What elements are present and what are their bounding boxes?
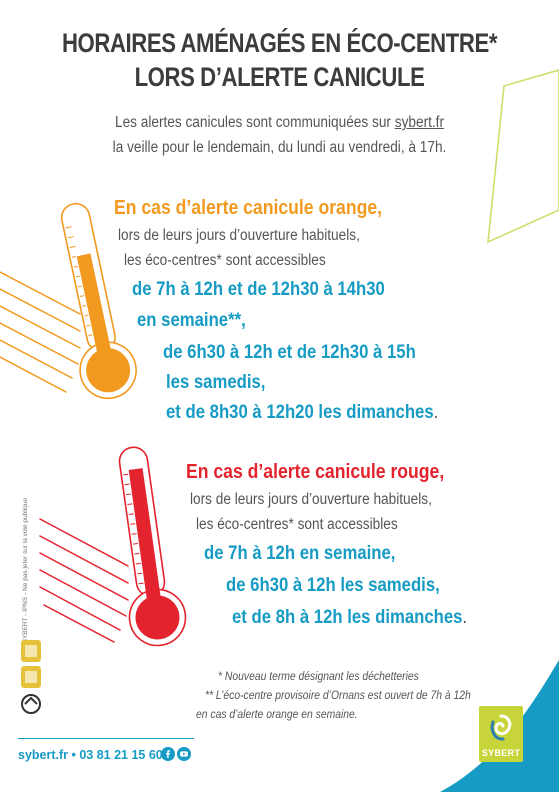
orange-alert-heading: En cas d’alerte canicule orange, <box>114 197 383 219</box>
triman-logo-icon <box>21 694 41 714</box>
sybert-logo-text: SYBERT <box>481 748 521 758</box>
red-hours-3: et de 8h à 12h les dimanches. <box>232 607 467 629</box>
orange-hours-2: en semaine**, <box>137 310 246 331</box>
red-hours-1: de 7h à 12h en semaine, <box>204 543 396 564</box>
orange-hours-5: et de 8h30 à 12h20 les dimanches. <box>166 402 438 424</box>
red-heat-lines <box>39 518 129 643</box>
red-hours-3-text: et de 8h à 12h les dimanches <box>232 607 463 628</box>
intro-line2: la veille pour le lendemain, du lundi au… <box>112 139 447 156</box>
intro-text: Les alertes canicules sont communiquées … <box>114 114 395 131</box>
orange-text-1: lors de leurs jours d’ouverture habituel… <box>118 227 360 244</box>
sybert-link[interactable]: sybert.fr <box>394 114 445 131</box>
youtube-icon[interactable] <box>177 747 191 761</box>
thermometer-orange-icon <box>60 202 137 400</box>
thermometer-red-icon <box>118 446 187 647</box>
red-text-2: les éco-centres* sont accessibles <box>196 516 398 533</box>
footnote-3: en cas d’alerte orange en semaine. <box>196 709 358 721</box>
footer-divider <box>18 738 194 739</box>
orange-heat-lines <box>0 271 81 393</box>
orange-hours-4: les samedis, <box>166 372 266 393</box>
triangle-decoration <box>487 69 559 244</box>
copyright-side-text: © SYBERT - IPNS - Ne pas jeter sur la vo… <box>22 498 29 650</box>
red-alert-heading: En cas d’alerte canicule rouge, <box>186 461 445 483</box>
red-text-1: lors de leurs jours d’ouverture habituel… <box>190 491 432 508</box>
intro-line1: Les alertes canicules sont communiquées … <box>34 114 526 132</box>
red-end-dot: . <box>462 607 468 628</box>
page-title-line2: LORS D’ALERTE CANICULE <box>134 62 425 92</box>
eco-badge-icons <box>21 640 41 714</box>
sybert-logo-icon <box>490 714 512 741</box>
red-hours-2: de 6h30 à 12h les samedis, <box>226 575 440 596</box>
orange-hours-5-text: et de 8h30 à 12h20 les dimanches <box>166 402 434 423</box>
footnote-1: * Nouveau terme désignant les déchetteri… <box>218 671 419 683</box>
orange-text-2: les éco-centres* sont accessibles <box>124 252 326 269</box>
page-title-line1: HORAIRES AMÉNAGÉS EN ÉCO-CENTRE* <box>61 28 498 58</box>
blue-wave-decoration <box>440 660 559 792</box>
orange-end-dot: . <box>433 402 439 423</box>
footer-contact[interactable]: sybert.fr • 03 81 21 15 60 <box>18 748 163 762</box>
orange-hours-1: de 7h à 12h et de 12h30 à 14h30 <box>132 279 385 300</box>
orange-hours-3: de 6h30 à 12h et de 12h30 à 15h <box>163 342 416 363</box>
footnote-2: ** L’éco-centre provisoire d’Ornans est … <box>205 690 471 702</box>
facebook-icon[interactable] <box>161 747 175 761</box>
